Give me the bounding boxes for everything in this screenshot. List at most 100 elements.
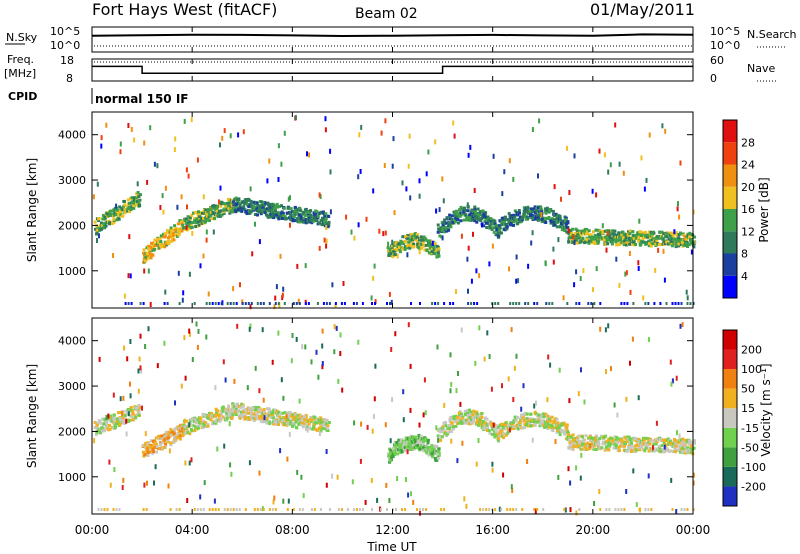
heatmap-cell <box>328 302 331 305</box>
heatmap-cell <box>443 402 446 408</box>
heatmap-cell <box>141 405 143 411</box>
heatmap-cell <box>143 268 146 274</box>
heatmap-cell <box>517 209 521 212</box>
heatmap-cell <box>468 213 472 217</box>
heatmap-cell <box>316 420 320 424</box>
heatmap-cell <box>109 482 112 488</box>
heatmap-cell <box>325 449 328 454</box>
heatmap-cell <box>553 184 556 190</box>
heatmap-cell <box>174 136 177 142</box>
heatmap-cell <box>114 417 118 421</box>
heatmap-cell <box>620 233 624 237</box>
heatmap-cell <box>113 422 117 426</box>
heatmap-cell <box>486 330 489 336</box>
heatmap-cell <box>180 220 184 224</box>
heatmap-cell <box>171 430 175 434</box>
heatmap-cell <box>460 413 464 417</box>
heatmap-cell <box>483 356 486 362</box>
heatmap-cell <box>570 238 573 242</box>
heatmap-cell <box>484 211 488 215</box>
heatmap-cell <box>418 439 422 442</box>
heatmap-cell <box>515 424 519 428</box>
heatmap-cell <box>493 424 497 428</box>
heatmap-cell <box>496 438 500 442</box>
heatmap-cell <box>214 385 217 391</box>
heatmap-cell <box>558 433 562 437</box>
heatmap-cell <box>516 221 520 225</box>
heatmap-cell <box>154 464 157 470</box>
heatmap-cell <box>156 237 160 241</box>
beam-label: Beam 02 <box>355 6 418 22</box>
heatmap-cell <box>496 224 500 228</box>
colorbar-tick-label: -15 <box>741 422 759 435</box>
heatmap-cell <box>675 375 678 381</box>
heatmap-cell <box>569 435 573 439</box>
heatmap-cell <box>456 212 459 216</box>
heatmap-cell <box>208 411 212 415</box>
heatmap-cell <box>388 459 392 463</box>
heatmap-cell <box>454 211 457 215</box>
heatmap-cell <box>340 508 343 511</box>
heatmap-cell <box>658 446 662 450</box>
heatmap-cell <box>161 232 165 236</box>
heatmap-cell <box>440 508 443 511</box>
heatmap-cell <box>271 359 274 365</box>
heatmap-cell <box>415 235 419 239</box>
heatmap-cell <box>280 419 284 423</box>
heatmap-cell <box>217 302 220 305</box>
heatmap-cell <box>231 412 235 416</box>
heatmap-cell <box>437 450 440 454</box>
heatmap-cell <box>231 200 235 204</box>
heatmap-cell <box>416 444 420 447</box>
heatmap-cell <box>506 431 510 435</box>
heatmap-cell <box>526 206 530 210</box>
heatmap-cell <box>137 413 141 417</box>
heatmap-cell <box>533 205 537 209</box>
heatmap-cell <box>449 416 453 420</box>
heatmap-cell <box>309 209 313 213</box>
heatmap-cell <box>609 442 613 446</box>
heatmap-cell <box>446 432 450 436</box>
heatmap-cell <box>577 391 580 397</box>
heatmap-cell <box>408 239 412 243</box>
heatmap-cell <box>374 302 376 305</box>
heatmap-cell <box>450 214 454 218</box>
heatmap-cell <box>137 388 140 394</box>
heatmap-cell <box>605 445 609 449</box>
heatmap-cell <box>265 213 268 217</box>
heatmap-cell <box>413 232 417 236</box>
heatmap-cell <box>101 217 105 221</box>
heatmap-cell <box>510 484 513 490</box>
heatmap-cell <box>615 444 619 448</box>
heatmap-cell <box>623 508 626 511</box>
heatmap-cell <box>135 408 139 412</box>
heatmap-cell <box>493 430 497 434</box>
heatmap-cell <box>578 441 581 445</box>
heatmap-cell <box>188 220 192 224</box>
heatmap-cell <box>663 235 667 239</box>
heatmap-cell <box>430 444 434 448</box>
heatmap-cell <box>405 186 408 192</box>
heatmap-cell <box>384 118 387 124</box>
heatmap-cell <box>629 437 633 441</box>
heatmap-cell <box>475 461 478 467</box>
heatmap-cell <box>372 275 375 281</box>
heatmap-cell <box>97 508 100 511</box>
heatmap-cell <box>607 441 611 445</box>
colorbar-frame <box>722 119 738 299</box>
heatmap-cell <box>617 437 621 441</box>
heatmap-cell <box>634 243 638 246</box>
heatmap-cell <box>438 207 441 213</box>
heatmap-cell <box>112 220 116 224</box>
heatmap-cell <box>470 218 474 222</box>
heatmap-cell <box>605 237 609 241</box>
heatmap-cell <box>469 212 473 215</box>
heatmap-cell <box>325 238 328 244</box>
heatmap-cell <box>298 419 302 423</box>
heatmap-cell <box>593 501 596 506</box>
heatmap-cell <box>454 414 458 418</box>
heatmap-cell <box>573 153 576 159</box>
heatmap-cell <box>449 302 452 305</box>
heatmap-cell <box>591 235 595 239</box>
